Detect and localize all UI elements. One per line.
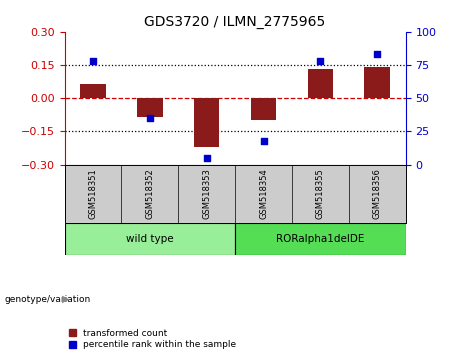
Text: GSM518355: GSM518355: [316, 169, 325, 219]
Text: RORalpha1delDE: RORalpha1delDE: [276, 234, 365, 244]
Point: [89, 58, 97, 64]
Title: GDS3720 / ILMN_2775965: GDS3720 / ILMN_2775965: [144, 16, 326, 29]
Text: wild type: wild type: [126, 234, 174, 244]
Point: [373, 52, 381, 57]
Point: [260, 138, 267, 144]
Text: ▶: ▶: [62, 294, 70, 304]
Text: GSM518353: GSM518353: [202, 169, 211, 219]
Text: GSM518356: GSM518356: [373, 169, 382, 219]
Text: genotype/variation: genotype/variation: [5, 295, 91, 304]
Bar: [307, 69, 333, 98]
FancyBboxPatch shape: [235, 223, 406, 255]
Point: [317, 58, 324, 64]
Bar: [80, 84, 106, 98]
Text: GSM518354: GSM518354: [259, 169, 268, 219]
Bar: [137, 98, 163, 117]
Bar: [194, 98, 219, 147]
Bar: [365, 67, 390, 98]
Point: [203, 155, 210, 161]
Text: GSM518352: GSM518352: [145, 169, 154, 219]
Text: GSM518351: GSM518351: [89, 169, 97, 219]
FancyBboxPatch shape: [65, 223, 235, 255]
Bar: [251, 98, 276, 120]
Point: [146, 115, 154, 121]
Legend: transformed count, percentile rank within the sample: transformed count, percentile rank withi…: [69, 329, 236, 349]
